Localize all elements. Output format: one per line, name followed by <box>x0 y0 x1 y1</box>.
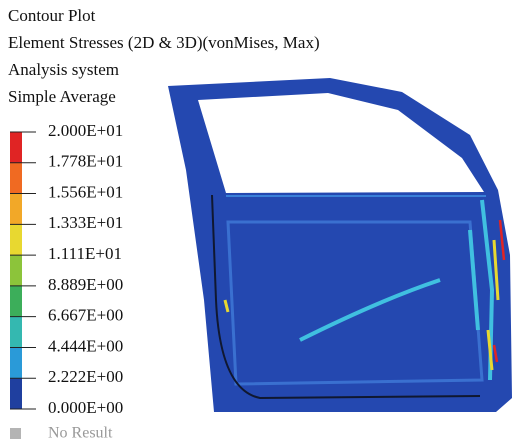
no-result-swatch <box>10 428 21 439</box>
hole <box>466 182 474 188</box>
no-result-label: No Result <box>48 425 113 442</box>
color-band <box>10 163 22 194</box>
color-band <box>10 132 22 163</box>
color-band <box>10 347 22 378</box>
color-band <box>10 378 22 409</box>
legend-label: 1.333E+01 <box>48 213 123 232</box>
legend-label: 1.111E+01 <box>48 244 122 263</box>
color-band <box>10 194 22 225</box>
header-line: Analysis system <box>8 60 119 79</box>
door-body <box>168 78 512 412</box>
legend-label: 1.556E+01 <box>48 182 123 201</box>
door-model <box>168 78 512 412</box>
color-band <box>10 286 22 317</box>
color-band <box>10 255 22 286</box>
legend-label: 1.778E+01 <box>48 152 123 171</box>
color-band <box>10 224 22 255</box>
legend-label: 4.444E+00 <box>48 336 123 355</box>
legend-label: 2.000E+01 <box>48 121 123 140</box>
legend-label: 6.667E+00 <box>48 306 123 325</box>
header-line: Element Stresses (2D & 3D)(vonMises, Max… <box>8 33 320 52</box>
header-line: Simple Average <box>8 87 116 106</box>
legend-label: 2.222E+00 <box>48 367 123 386</box>
legend-label: 8.889E+00 <box>48 275 123 294</box>
legend-label: 0.000E+00 <box>48 398 123 417</box>
header-line: Contour Plot <box>8 6 96 25</box>
contour-screenshot: Contour Plot Element Stresses (2D & 3D)(… <box>0 0 514 444</box>
legend: 2.000E+01 1.778E+01 1.556E+01 1.333E+01 1.11… <box>10 121 123 442</box>
color-band <box>10 317 22 348</box>
